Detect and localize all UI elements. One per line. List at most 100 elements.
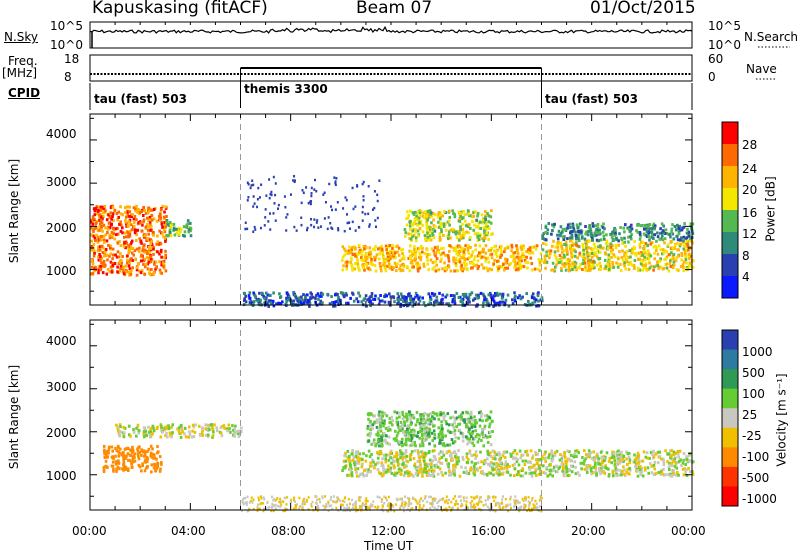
velocity-cell <box>448 454 452 458</box>
power-cell <box>503 301 507 305</box>
power-cell <box>678 227 681 231</box>
velocity-cell <box>364 502 367 506</box>
power-cell <box>310 192 313 195</box>
power-cell <box>689 237 692 241</box>
velocity-cell <box>395 451 398 455</box>
velocity-cell <box>564 460 567 464</box>
velocity-cell <box>118 429 122 433</box>
power-cell <box>122 266 125 270</box>
velocity-cell <box>192 425 196 429</box>
velocity-cell <box>204 433 208 437</box>
velocity-cell <box>628 468 632 472</box>
power-cell <box>617 262 620 266</box>
velocity-cell <box>465 455 468 459</box>
power-cell <box>412 212 416 216</box>
power-cell <box>90 239 93 243</box>
power-cell <box>387 245 390 249</box>
power-cell <box>649 254 653 258</box>
velocity-cell <box>513 462 516 466</box>
power-cell <box>566 223 570 227</box>
velocity-cell <box>563 451 566 454</box>
power-cell <box>442 246 445 250</box>
velocity-cell <box>384 426 388 430</box>
power-cell <box>617 243 620 247</box>
velocity-cell <box>514 456 518 460</box>
velocity-cell <box>395 455 399 459</box>
power-cell <box>427 213 431 217</box>
velocity-cell <box>490 420 494 424</box>
power-cell <box>527 299 530 303</box>
velocity-cell <box>358 452 362 456</box>
power-cell <box>334 181 337 185</box>
velocity-cell <box>674 461 678 465</box>
power-cell <box>456 260 460 264</box>
velocity-cell <box>465 410 468 414</box>
power-cell <box>153 262 156 266</box>
power-cell <box>513 291 516 295</box>
velocity-cell <box>393 473 396 477</box>
velocity-cell <box>452 497 455 501</box>
power-cell <box>250 184 253 187</box>
power-cell <box>678 229 682 232</box>
velocity-cell <box>392 460 395 464</box>
power-cell <box>528 302 531 306</box>
power-cell <box>515 255 519 259</box>
power-cell <box>252 205 255 208</box>
velocity-cell <box>398 440 401 444</box>
power-cell <box>590 234 594 238</box>
power-cell <box>438 225 441 229</box>
power-cell <box>669 259 672 263</box>
power-cell <box>452 256 455 260</box>
power-cell <box>576 226 579 230</box>
velocity-cell <box>119 425 122 429</box>
power-cell <box>158 268 162 272</box>
power-cell <box>129 223 133 227</box>
power-cell <box>659 248 663 252</box>
power-cell <box>189 226 192 230</box>
velocity-cell <box>420 471 424 474</box>
velocity-cell <box>667 461 671 465</box>
velocity-cell <box>419 463 422 467</box>
power-cell <box>93 269 96 273</box>
power-cell <box>593 251 597 255</box>
power-cell <box>677 254 680 258</box>
velocity-cell <box>136 423 140 427</box>
power-cell <box>432 224 436 228</box>
power-cell <box>490 246 494 250</box>
power-cell <box>314 296 317 300</box>
power-cell <box>364 255 367 259</box>
velocity-cell <box>412 457 416 460</box>
velocity-cell <box>455 502 458 506</box>
velocity-cell <box>566 474 569 478</box>
power-cell <box>374 269 378 273</box>
power-cell <box>124 218 127 222</box>
velocity-cell <box>613 459 617 463</box>
velocity-cell <box>475 454 478 458</box>
power-cell <box>437 212 440 216</box>
power-cell <box>485 257 488 261</box>
power-cell <box>637 257 640 261</box>
velocity-cell <box>431 497 434 501</box>
power-cell <box>316 219 319 222</box>
velocity-cell <box>634 465 637 468</box>
power-cell <box>261 292 264 296</box>
power-cell <box>545 260 549 264</box>
power-cell <box>98 218 101 222</box>
power-cell <box>483 231 486 235</box>
power-cell <box>172 222 176 226</box>
velocity-cell <box>118 467 121 471</box>
velocity-cell <box>590 456 594 460</box>
power-cell <box>415 214 418 218</box>
power-cell <box>111 212 115 216</box>
velocity-cell <box>395 416 399 420</box>
velocity-cell <box>473 453 477 457</box>
velocity-cell <box>215 426 218 430</box>
velocity-cell <box>595 454 598 458</box>
power-cell <box>624 223 627 227</box>
velocity-cell <box>432 469 435 473</box>
velocity-cell <box>102 470 106 474</box>
velocity-cell <box>424 431 428 434</box>
power-cell <box>429 258 433 262</box>
velocity-cell <box>518 501 521 504</box>
power-cell <box>271 299 275 303</box>
